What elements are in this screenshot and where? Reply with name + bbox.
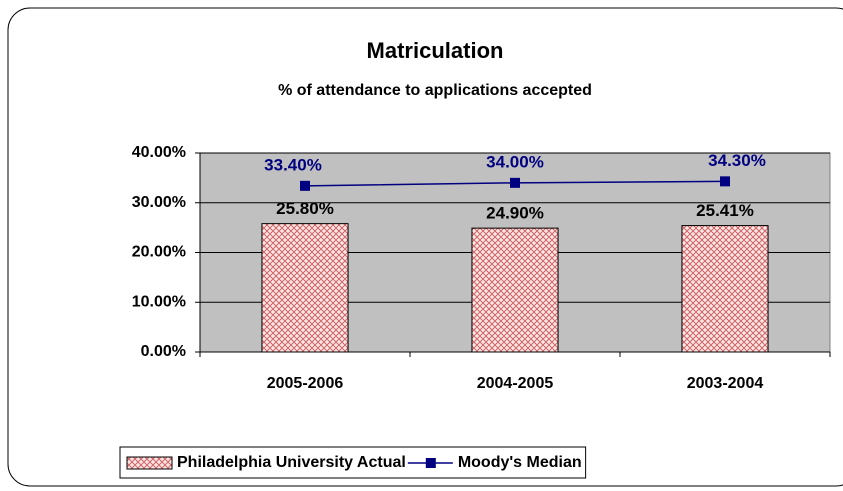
- bar-value-label: 25.80%: [276, 199, 334, 218]
- y-tick-label: 30.00%: [132, 194, 186, 211]
- bar-value-label: 25.41%: [696, 201, 754, 220]
- y-tick-label: 20.00%: [132, 244, 186, 261]
- chart-title: Matriculation: [367, 38, 504, 63]
- line-marker: [510, 177, 520, 188]
- legend-box: [119, 446, 587, 479]
- legend-swatch: [126, 456, 173, 470]
- line-value-label: 33.40%: [264, 155, 322, 174]
- y-tick-label: 10.00%: [132, 293, 186, 310]
- y-tick-label: 0.00%: [141, 343, 186, 360]
- legend-marker: [425, 458, 436, 468]
- bar-value-label: 24.90%: [486, 204, 544, 223]
- y-tick-label: 40.00%: [132, 144, 186, 161]
- bar: [681, 225, 769, 353]
- chart-subtitle: % of attendance to applications accepted: [278, 82, 592, 99]
- x-tick-label: 2003-2004: [687, 375, 764, 392]
- line-marker: [720, 176, 730, 187]
- bar: [471, 227, 559, 353]
- line-value-label: 34.00%: [486, 152, 544, 171]
- bar: [261, 223, 349, 353]
- line-marker: [300, 180, 310, 191]
- x-tick-label: 2004-2005: [477, 375, 554, 392]
- line-value-label: 34.30%: [708, 151, 766, 170]
- legend-label: Philadelphia University Actual: [177, 454, 406, 471]
- legend-label: Moody's Median: [458, 454, 582, 471]
- x-tick-label: 2005-2006: [267, 375, 344, 392]
